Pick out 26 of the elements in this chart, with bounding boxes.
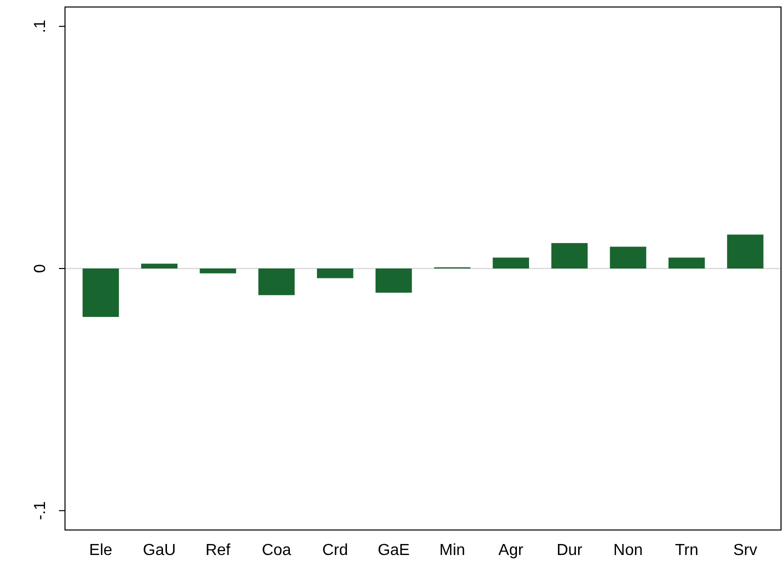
x-tick-label: Ele: [89, 542, 112, 559]
x-tick-label: Ref: [205, 542, 231, 559]
y-tick-label: 0: [32, 264, 49, 273]
bar: [200, 268, 236, 274]
x-tick-label: Crd: [322, 542, 348, 559]
bar: [82, 268, 119, 317]
bar: [727, 234, 764, 268]
x-tick-label: GaU: [142, 542, 176, 559]
bar: [141, 264, 178, 268]
bar: [258, 268, 295, 296]
x-tick-label: Trn: [674, 542, 698, 559]
y-tick-label: -.1: [32, 501, 49, 520]
bar: [668, 258, 705, 268]
x-tick-label: Min: [439, 542, 466, 559]
x-tick-label: Non: [613, 542, 643, 559]
bar: [376, 268, 412, 293]
bar: [551, 243, 588, 268]
bar: [610, 246, 646, 268]
x-tick-label: Agr: [498, 542, 524, 559]
bar: [316, 268, 354, 278]
y-tick-label: .1: [32, 20, 49, 34]
bar: [492, 258, 530, 268]
x-tick-label: Dur: [556, 542, 584, 559]
x-tick-label: Srv: [733, 542, 758, 559]
x-tick-label: GaE: [378, 542, 410, 559]
x-tick-label: Coa: [262, 542, 292, 559]
